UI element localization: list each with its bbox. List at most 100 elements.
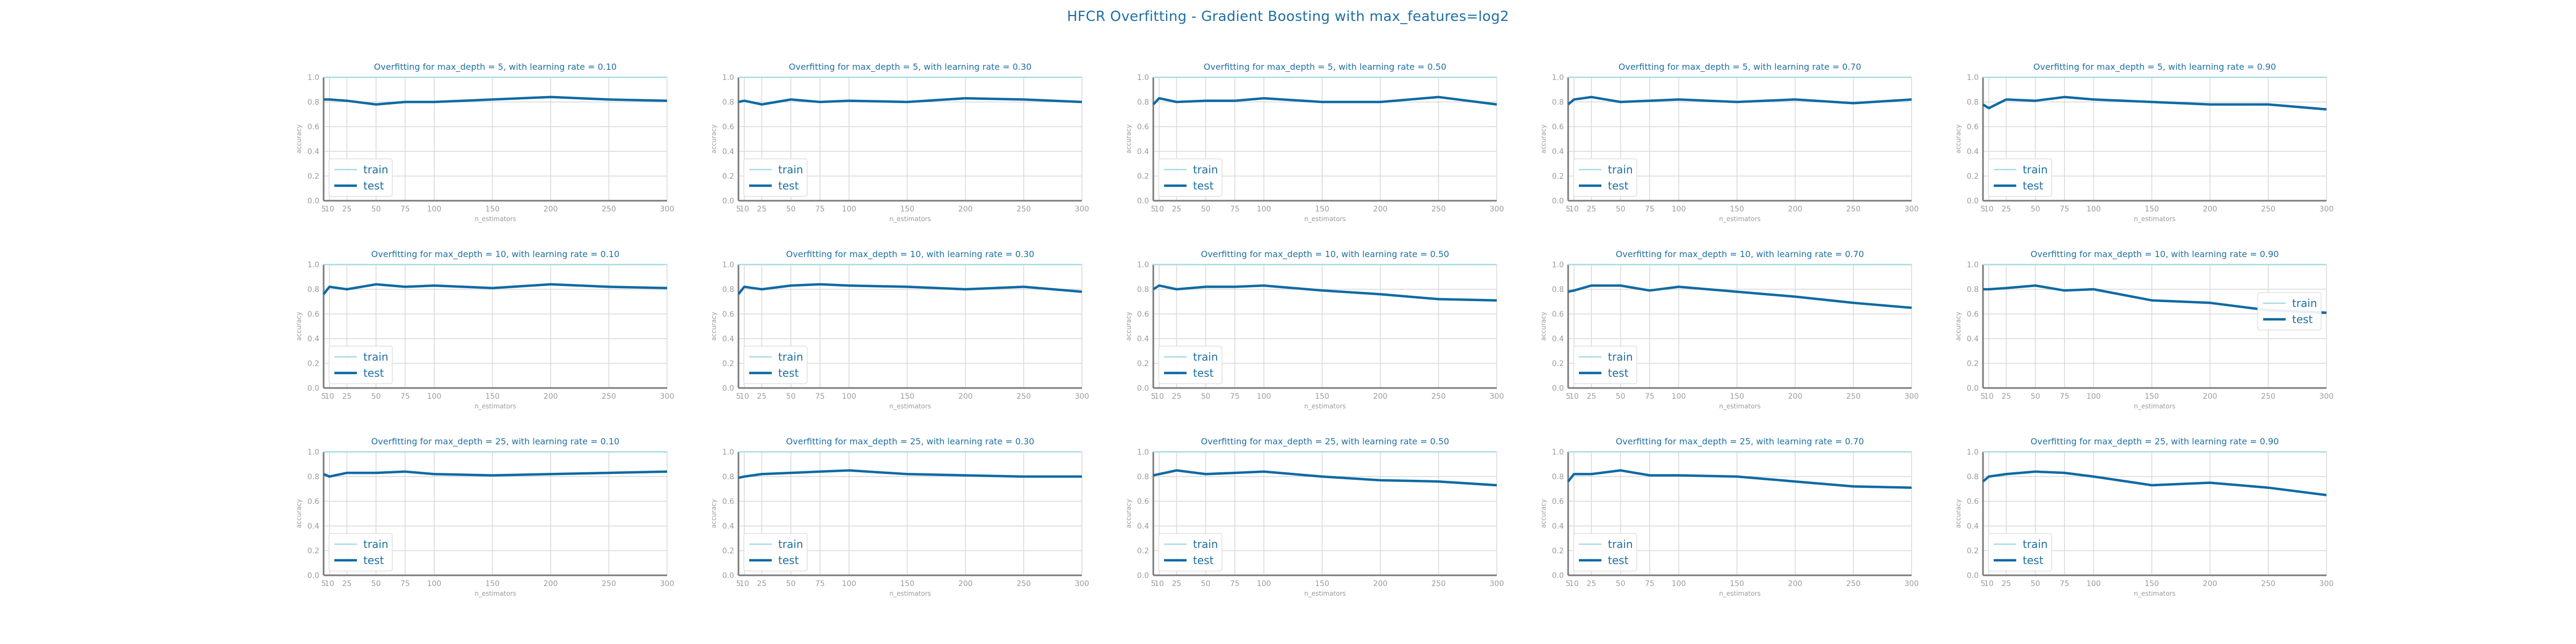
x-tick-label: 300 (1490, 205, 1504, 214)
legend-label-test: test (2023, 179, 2044, 192)
legend-box (743, 533, 808, 572)
x-tick-label: 5 (1151, 205, 1156, 214)
x-tick-label: 50 (371, 580, 381, 588)
subplot-title: Overfitting for max_depth = 25, with lea… (1616, 436, 1864, 447)
series-line-test (1153, 469, 1497, 487)
x-tick-label: 250 (2261, 205, 2275, 214)
x-tick-label: 250 (1846, 205, 1861, 214)
y-tick-label: 0.6 (1967, 310, 1979, 319)
x-tick-label: 150 (900, 392, 914, 401)
y-tick-label: 0.6 (1967, 123, 1979, 131)
x-tick-label: 25 (2001, 580, 2011, 588)
subplot-title: Overfitting for max_depth = 10, with lea… (371, 249, 620, 260)
y-axis-label: accuracy (710, 125, 718, 153)
y-tick-label: 0.2 (1552, 360, 1564, 368)
series-line-test (738, 97, 1082, 106)
y-tick-label: 1.0 (722, 261, 734, 269)
x-tick-label: 200 (2203, 205, 2218, 214)
x-axis-label: n_estimators (1304, 590, 1346, 597)
x-tick-label: 25 (757, 580, 766, 588)
x-tick-label: 10 (740, 580, 749, 588)
x-tick-label: 25 (1586, 580, 1596, 588)
subplot-title: Overfitting for max_depth = 5, with lear… (2033, 62, 2276, 72)
legend-label-train: train (363, 350, 389, 363)
y-tick-label: 0.2 (1967, 172, 1979, 181)
x-tick-label: 25 (2001, 392, 2011, 401)
y-tick-label: 0.8 (1137, 473, 1149, 481)
legend-box (1158, 533, 1223, 572)
x-tick-label: 100 (1672, 205, 1686, 214)
x-tick-label: 100 (842, 392, 857, 401)
x-tick-label: 200 (958, 392, 973, 401)
x-axis-label: n_estimators (889, 402, 931, 410)
x-axis-label: n_estimators (1719, 215, 1761, 223)
legend-label-test: test (1608, 179, 1629, 192)
x-tick-label: 250 (2261, 580, 2275, 588)
subplot-title: Overfitting for max_depth = 10, with lea… (786, 249, 1035, 260)
legend-box (1573, 533, 1637, 572)
y-tick-label: 0.2 (308, 360, 319, 368)
x-tick-label: 200 (2203, 392, 2218, 401)
y-tick-label: 0.6 (1967, 497, 1979, 506)
legend-label-train: train (2023, 163, 2048, 176)
x-tick-label: 150 (485, 205, 500, 214)
y-tick-label: 0.2 (1137, 172, 1149, 181)
x-tick-label: 150 (900, 580, 914, 588)
x-tick-label: 100 (427, 392, 442, 401)
x-axis-label: n_estimators (474, 590, 516, 597)
x-tick-label: 50 (786, 392, 796, 401)
y-tick-label: 0.8 (1552, 473, 1564, 481)
y-tick-label: 0.0 (1967, 384, 1979, 393)
x-tick-label: 250 (602, 580, 616, 588)
x-tick-label: 50 (1616, 392, 1626, 401)
x-tick-label: 200 (958, 205, 973, 214)
legend-label-train: train (2023, 538, 2048, 551)
y-tick-label: 0.8 (1137, 286, 1149, 294)
x-tick-label: 5 (1566, 580, 1571, 588)
x-tick-label: 75 (1230, 580, 1240, 588)
legend-label-train: train (1608, 350, 1633, 363)
y-tick-label: 0.0 (1552, 197, 1564, 206)
x-tick-label: 300 (2319, 205, 2334, 214)
x-tick-label: 75 (400, 392, 410, 401)
y-tick-label: 0.0 (1552, 572, 1564, 580)
x-tick-label: 5 (1566, 392, 1571, 401)
legend-box (1988, 158, 2052, 197)
y-tick-label: 0.8 (1967, 286, 1979, 294)
subplot: 0.0 0.2 0.4 0.6 0.8 1.0 510 25 50 75 100 150 200 250 3… (1125, 62, 1504, 223)
x-tick-label: 5 (1566, 205, 1571, 214)
subplot-title: Overfitting for max_depth = 5, with lear… (789, 62, 1031, 72)
x-tick-label: 50 (1616, 205, 1626, 214)
x-tick-label: 25 (342, 392, 352, 401)
y-tick-label: 0.2 (1552, 172, 1564, 181)
x-tick-label: 75 (1230, 392, 1240, 401)
y-tick-label: 0.2 (1552, 547, 1564, 555)
x-tick-label: 100 (842, 580, 857, 588)
legend-label-train: train (363, 538, 389, 551)
x-tick-label: 10 (1984, 580, 1994, 588)
y-axis-label: accuracy (1955, 499, 1962, 528)
legend-box (1573, 158, 1637, 197)
x-tick-label: 300 (660, 580, 675, 588)
x-tick-label: 10 (1154, 580, 1164, 588)
x-tick-label: 300 (1905, 392, 1919, 401)
x-tick-label: 75 (2060, 580, 2069, 588)
y-tick-label: 0.8 (1137, 98, 1149, 107)
series-line-test (1152, 284, 1497, 302)
y-tick-label: 0.4 (308, 335, 319, 343)
subplot-title: Overfitting for max_depth = 10, with lea… (2031, 249, 2279, 260)
legend-label-train: train (778, 350, 803, 363)
series-line-test (323, 470, 668, 478)
y-tick-label: 0.4 (1967, 335, 1979, 343)
y-tick-label: 0.8 (308, 98, 319, 107)
y-tick-label: 0.4 (308, 522, 319, 531)
x-tick-label: 300 (1905, 580, 1919, 588)
x-tick-label: 100 (842, 205, 857, 214)
subplot-title: Overfitting for max_depth = 25, with lea… (2031, 436, 2279, 447)
subplot: 0.0 0.2 0.4 0.6 0.8 1.0 510 25 50 75 100 150 200 250 3… (1125, 436, 1504, 597)
x-tick-label: 150 (2145, 392, 2159, 401)
legend-label-train: train (363, 163, 389, 176)
series-line-test (324, 96, 668, 106)
subplot: 0.0 0.2 0.4 0.6 0.8 1.0 510 25 50 75 100 150 200 250 3… (1540, 436, 1919, 597)
y-tick-label: 1.0 (1137, 448, 1149, 457)
